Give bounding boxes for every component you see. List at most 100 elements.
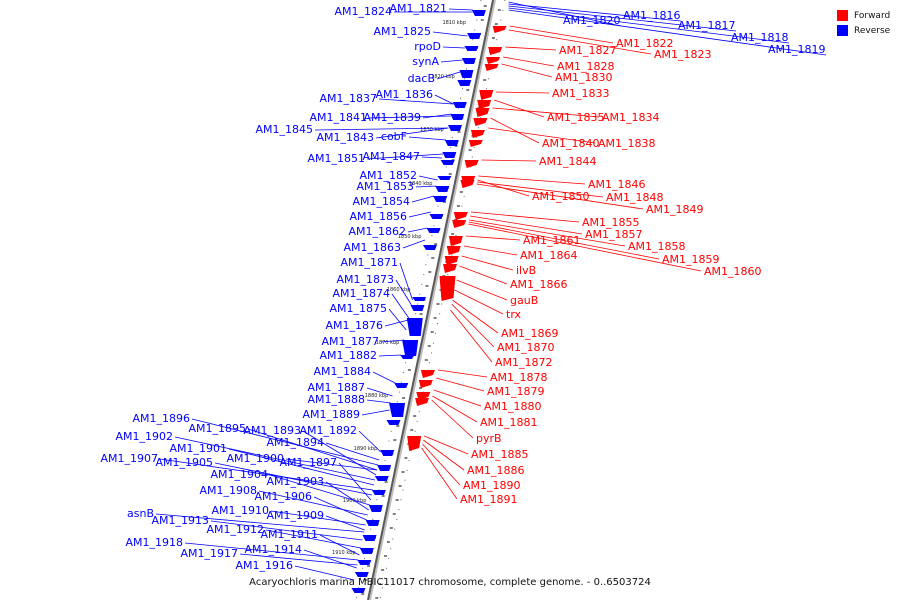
reverse-gene-feature	[442, 152, 457, 158]
reverse-gene-leader-line	[265, 529, 361, 549]
reverse-gene-leader-line	[388, 308, 407, 331]
reverse-gene-leader-line	[408, 211, 431, 218]
reverse-gene-leader-line	[313, 496, 367, 521]
legend-swatch-forward	[837, 10, 848, 21]
reverse-gene-label: AM1_1889	[302, 408, 360, 421]
reverse-gene-leader-line	[314, 127, 449, 131]
reverse-gene-label: AM1_1871	[340, 256, 398, 269]
reverse-gene-label: AM1_1853	[356, 180, 414, 193]
forward-gene-leader-line	[494, 99, 545, 118]
reverse-gene-label: AM1_1892	[299, 424, 357, 437]
reverse-gene-label: AM1_1897	[279, 456, 337, 469]
legend-label-forward: Forward	[854, 10, 891, 21]
forward-gene-label: AM1_1833	[552, 87, 610, 100]
forward-gene-leader-line	[431, 399, 474, 439]
scale-tick-label: 1910 kbp	[332, 550, 356, 556]
chromosome-axis-shadow	[368, 0, 496, 600]
forward-gene-leader-line	[477, 181, 604, 198]
forward-gene-label: AM1_1872	[495, 356, 553, 369]
reverse-gene-label: dacB	[408, 72, 435, 85]
reverse-gene-label: AM1_1893	[243, 424, 301, 437]
forward-gene-feature	[464, 160, 479, 168]
reverse-gene-label: AM1_1851	[307, 152, 365, 165]
scale-tick-label: 1860 kbp	[387, 287, 411, 293]
forward-gene-feature	[486, 57, 501, 64]
reverse-gene-label: AM1_1819	[768, 43, 826, 56]
reverse-gene-label: AM1_1821	[389, 2, 447, 15]
forward-gene-feature	[488, 47, 503, 55]
reverse-gene-leader-line	[174, 436, 376, 481]
reverse-gene-label: AM1_1895	[188, 422, 246, 435]
reverse-gene-label: AM1_1818	[731, 31, 789, 44]
reverse-gene-leader-line	[407, 227, 428, 233]
reverse-gene-leader-line	[436, 71, 461, 80]
reverse-gene-leader-line	[366, 153, 443, 160]
forward-gene-label: AM1_1827	[559, 44, 617, 57]
forward-gene-leader-line	[469, 219, 626, 247]
forward-gene-leader-line	[423, 439, 465, 471]
forward-gene-label: AM1_1860	[704, 265, 762, 278]
reverse-gene-leader-line	[440, 59, 463, 63]
reverse-gene-label: synA	[412, 55, 439, 68]
legend-item-reverse: Reverse	[837, 23, 890, 38]
reverse-gene-feature	[371, 490, 386, 495]
forward-gene-label: AM1_1838	[598, 137, 656, 150]
reverse-gene-label: AM1_1875	[329, 302, 387, 315]
forward-gene-label: trx	[506, 308, 522, 321]
forward-gene-feature	[415, 398, 430, 406]
forward-gene-leader-line	[509, 25, 614, 44]
forward-gene-feature	[492, 26, 507, 33]
reverse-gene-leader-line	[442, 46, 466, 49]
reverse-gene-label: rpoD	[414, 40, 441, 53]
reverse-gene-leader-line	[508, 9, 827, 56]
forward-gene-feature	[468, 140, 483, 147]
forward-gene-leader-line	[432, 395, 478, 423]
forward-gene-label: AM1_1878	[490, 371, 548, 384]
reverse-gene-feature	[412, 297, 427, 301]
forward-gene-label: AM1_1869	[501, 327, 559, 340]
forward-gene-leader-line	[490, 117, 540, 144]
forward-gene-feature	[452, 220, 467, 228]
forward-gene-leader-line	[478, 175, 586, 185]
reverse-gene-label: AM1_1888	[307, 393, 365, 406]
forward-gene-label: AM1_1830	[555, 71, 613, 84]
forward-gene-feature	[446, 246, 461, 255]
figure-caption: Acaryochloris marina MBIC11017 chromosom…	[249, 577, 651, 588]
reverse-gene-leader-line	[399, 262, 413, 301]
reverse-gene-label: AM1_1837	[319, 92, 377, 105]
forward-gene-label: AM1_1859	[662, 253, 720, 266]
reverse-gene-label: AM1_1839	[363, 111, 421, 124]
reverse-gene-feature	[444, 140, 459, 146]
reverse-gene-label: AM1_1836	[375, 88, 433, 101]
forward-gene-leader-line	[468, 223, 702, 272]
forward-gene-label: AM1_1881	[480, 416, 538, 429]
reverse-gene-feature	[410, 305, 425, 311]
forward-gene-leader-line	[476, 183, 644, 210]
forward-gene-label: AM1_1844	[539, 155, 597, 168]
forward-track-guide	[379, 0, 506, 600]
reverse-gene-leader-line	[338, 462, 372, 501]
reverse-gene-leader-line	[418, 175, 438, 181]
forward-gene-leader-line	[437, 369, 488, 378]
reverse-gene-feature	[457, 80, 472, 86]
reverse-gene-label: AM1_1874	[332, 287, 390, 300]
reverse-gene-label: AM1_1824	[334, 5, 392, 18]
reverse-gene-leader-line	[366, 399, 392, 404]
reverse-gene-leader-line	[448, 8, 473, 11]
reverse-gene-label: AM1_1911	[260, 528, 318, 541]
reverse-gene-label: asnB	[127, 507, 154, 520]
scale-tick-label: 1850 kbp	[398, 234, 422, 240]
reverse-gene-leader-line	[294, 565, 355, 581]
reverse-gene-label: AM1_1913	[151, 514, 209, 527]
reverse-gene-label: AM1_1903	[266, 475, 324, 488]
forward-gene-label: AM1_1855	[582, 216, 640, 229]
reverse-gene-label: AM1_1904	[210, 468, 268, 481]
reverse-gene-leader-line	[402, 239, 426, 249]
forward-gene-feature	[443, 264, 457, 273]
reverse-gene-feature	[406, 318, 423, 336]
reverse-gene-feature	[471, 10, 486, 16]
forward-gene-leader-line	[468, 221, 660, 260]
reverse-gene-leader-line	[270, 510, 366, 526]
scale-tick-label: 1840 kbp	[409, 181, 433, 187]
